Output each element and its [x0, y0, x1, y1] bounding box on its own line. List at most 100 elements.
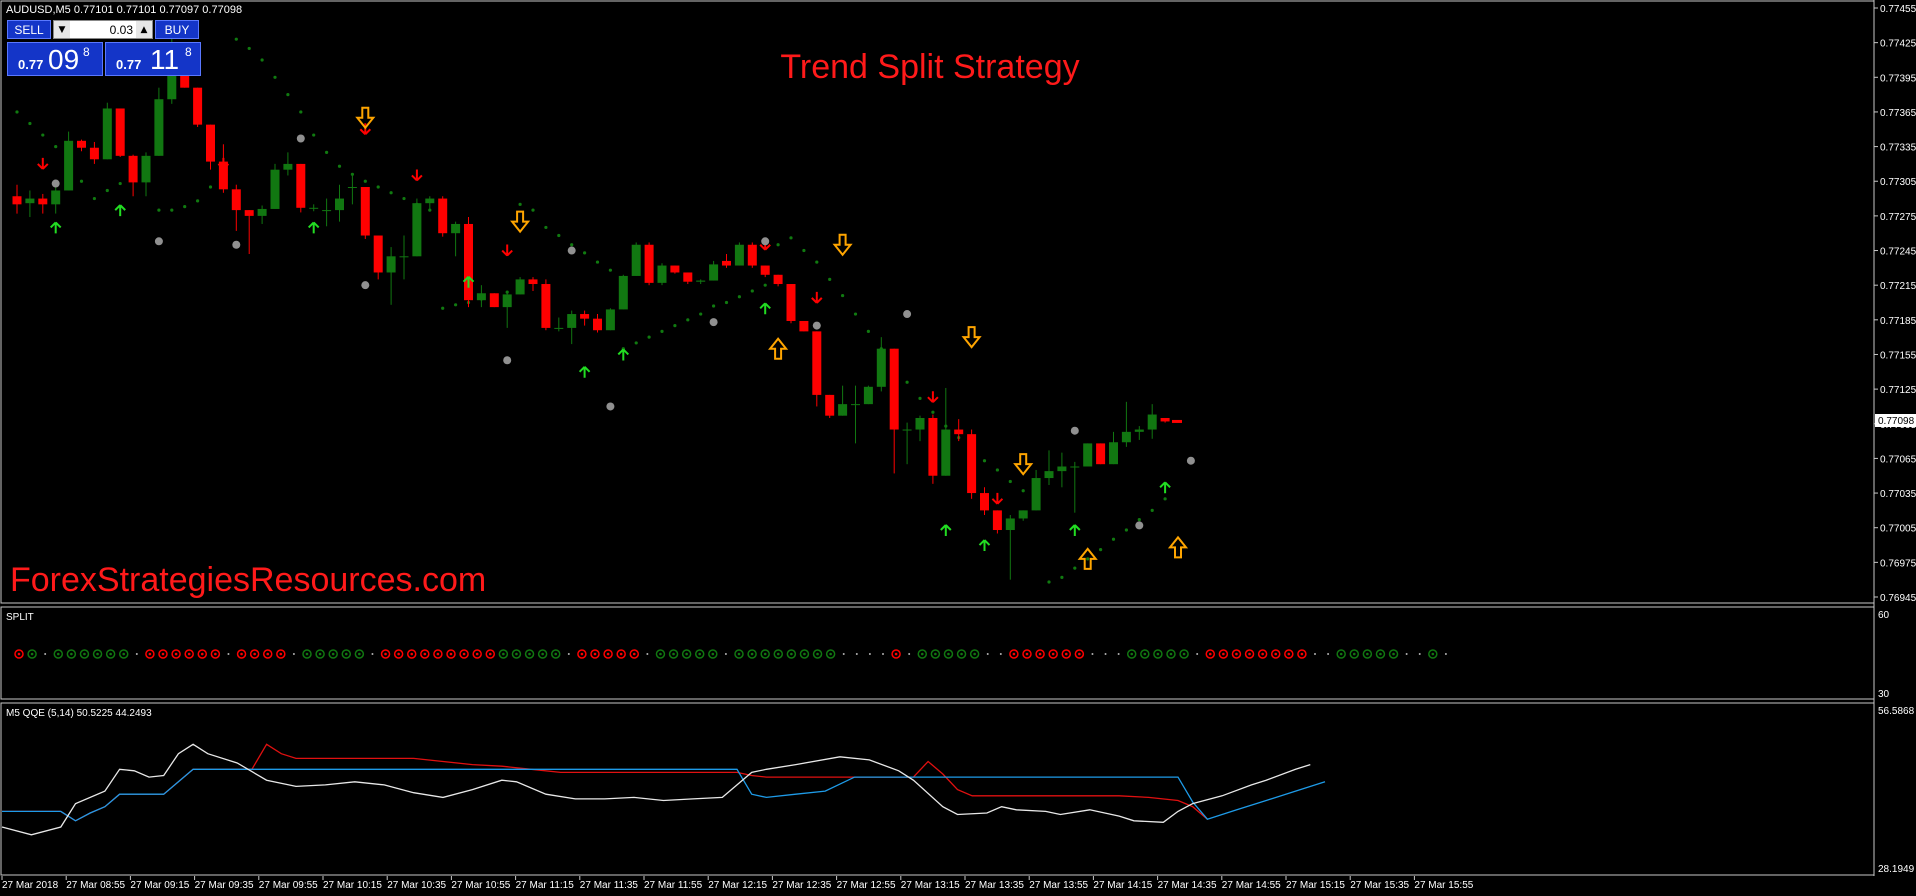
buy-price-pips: 11: [150, 44, 180, 75]
buy-arrow-icon: [759, 302, 771, 315]
split-label: SPLIT: [6, 612, 34, 623]
gray-signal-dot: [232, 240, 241, 249]
split-bull-marker: [66, 649, 77, 659]
bull-candle: [1031, 478, 1041, 511]
buy-arrow-icon: [462, 276, 475, 288]
psar-dot: [1086, 557, 1090, 561]
psar-dot: [982, 459, 987, 463]
split-bull-marker: [550, 649, 561, 659]
split-marker-center: [502, 652, 505, 656]
split-marker-center: [161, 652, 165, 656]
psar-dot: [286, 93, 290, 97]
split-marker-center: [528, 652, 531, 656]
buy-price-button[interactable]: 0.77 11 8: [105, 42, 201, 76]
split-bear-marker: [1074, 649, 1085, 659]
bear-candle: [360, 187, 370, 236]
split-bull-marker: [511, 649, 522, 659]
split-marker-center: [973, 652, 976, 656]
psar-dot: [776, 243, 780, 247]
split-bear-marker: [276, 649, 286, 659]
hollow-down-arrow-icon: [510, 210, 531, 234]
symbol-info: AUDUSD,M5 0.77101 0.77101 0.77097 0.7709…: [6, 4, 242, 16]
split-bear-marker: [197, 649, 208, 659]
bear-candle: [786, 284, 796, 321]
split-bull-marker: [315, 649, 325, 659]
split-neutral-dot: [1327, 653, 1330, 655]
bull-candle: [141, 155, 151, 183]
psar-dot: [828, 277, 832, 282]
split-bear-marker: [590, 649, 600, 659]
bear-candle: [747, 244, 757, 266]
split-bull-marker: [1140, 649, 1150, 659]
split-marker-center: [1261, 652, 1264, 656]
split-neutral-dot: [227, 653, 230, 655]
split-bear-marker: [1009, 649, 1019, 659]
price-tick-label: 0.77245: [1880, 247, 1916, 258]
price-tick-label: 0.77005: [1880, 524, 1916, 535]
split-bull-marker: [773, 649, 784, 659]
split-bull-marker: [956, 649, 967, 659]
bull-candle: [1147, 414, 1157, 430]
gray-signal-dot: [606, 402, 615, 411]
split-marker-center: [1051, 652, 1055, 656]
bull-candle: [476, 293, 486, 301]
lot-increase-icon[interactable]: ▲: [136, 21, 152, 38]
buy-arrow-icon: [978, 539, 991, 552]
psar-dot: [41, 133, 45, 137]
time-tick-label: 27 Mar 09:55: [259, 880, 318, 891]
time-axis: 27 Mar 2018 27 Mar 08:55 27 Mar 09:15 27 Ma…: [1, 876, 1474, 891]
bull-candle: [631, 244, 641, 276]
split-axis-top: 60: [1878, 610, 1890, 621]
split-bull-marker: [1349, 649, 1360, 659]
bear-candle: [193, 87, 203, 125]
lot-size-input[interactable]: [71, 21, 135, 38]
gray-signal-dot: [567, 246, 576, 255]
split-bull-marker: [668, 649, 679, 659]
lot-decrease-icon[interactable]: ▼: [54, 21, 70, 38]
bear-candle: [722, 260, 731, 266]
split-bear-marker: [1231, 649, 1242, 659]
bull-candle: [618, 275, 628, 310]
bull-candle: [554, 327, 564, 329]
split-marker-center: [200, 652, 204, 656]
split-marker-center: [554, 652, 558, 656]
sell-price-button[interactable]: 0.77 09 8: [7, 42, 103, 76]
price-pane-frame: [0, 0, 1875, 604]
bull-candle: [734, 244, 744, 266]
split-neutral-dot: [908, 653, 911, 655]
psar-dot: [647, 335, 651, 339]
sell-button[interactable]: SELL: [7, 20, 51, 39]
split-neutral-dot: [292, 653, 295, 655]
psar-dot: [247, 46, 251, 51]
split-bull-marker: [812, 649, 823, 659]
psar-dot: [234, 37, 238, 41]
price-tick-label: 0.77425: [1880, 39, 1916, 50]
buy-arrow-icon: [307, 221, 320, 234]
price-tick-label: 0.77275: [1880, 212, 1916, 223]
hollow-up-arrow-icon: [1167, 535, 1189, 559]
bull-candle: [154, 99, 164, 156]
price-tick-label: 0.77065: [1880, 454, 1916, 465]
psar-dot: [712, 304, 716, 308]
psar-dot: [866, 329, 871, 333]
bear-candle: [812, 331, 822, 395]
psar-dot: [595, 260, 600, 264]
split-bear-marker: [446, 649, 456, 659]
split-bear-marker: [1035, 649, 1045, 659]
bull-candle: [257, 208, 267, 216]
buy-button[interactable]: BUY: [155, 20, 199, 39]
psar-dot: [518, 202, 522, 206]
lot-size-control: ▼ ▲: [53, 20, 153, 39]
split-bull-marker: [341, 649, 352, 659]
bull-candle: [605, 309, 615, 331]
split-bear-marker: [577, 649, 587, 659]
split-neutral-dot: [44, 653, 47, 655]
psar-dot: [608, 268, 613, 272]
split-neutral-dot: [1444, 653, 1447, 655]
time-tick-label: 27 Mar 10:15: [323, 880, 382, 891]
bull-candle: [399, 256, 409, 258]
bear-candle: [683, 272, 693, 282]
split-marker-center: [1339, 652, 1343, 656]
split-marker-center: [30, 652, 34, 656]
